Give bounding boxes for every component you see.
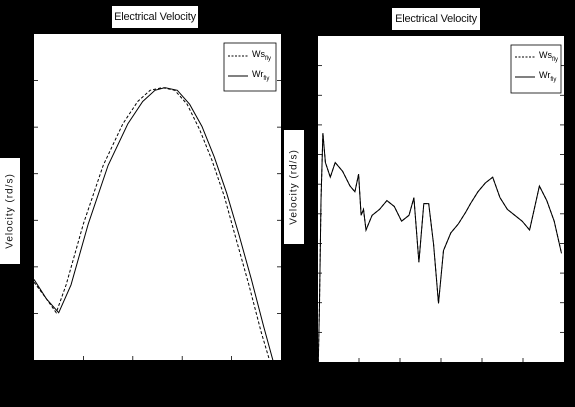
chart-1: Wsfly Wrfly [34, 34, 281, 360]
chart-2-ylabel-box: Velocity (rd/s) [284, 130, 304, 244]
series-wr-line [34, 87, 274, 360]
legend-wr-label: Wrfly [252, 69, 269, 82]
series-ws-line [34, 87, 270, 360]
legend-wr-label-2: Wrfly [539, 70, 556, 83]
chart-1-series [34, 87, 274, 360]
legend-ws-label: Wsfly [252, 49, 271, 62]
chart-2-legend: Wsfly Wrfly [510, 44, 562, 94]
chart-2-legend-box [510, 44, 562, 94]
chart-2: Wsfly Wrfly [318, 36, 564, 362]
chart-1-title: Electrical Velocity [112, 6, 198, 28]
chart-2-title: Electrical Velocity [392, 8, 480, 30]
chart-1-ticks [34, 80, 281, 360]
chart-2-series [318, 133, 562, 362]
chart-1-legend-box [223, 42, 277, 92]
chart-1-ylabel-box: Velocity (rd/s) [0, 158, 20, 264]
legend-ws-label-2: Wsfly [539, 50, 558, 63]
series-wr-line [318, 133, 562, 362]
chart-1-legend: Wsfly Wrfly [223, 42, 277, 92]
